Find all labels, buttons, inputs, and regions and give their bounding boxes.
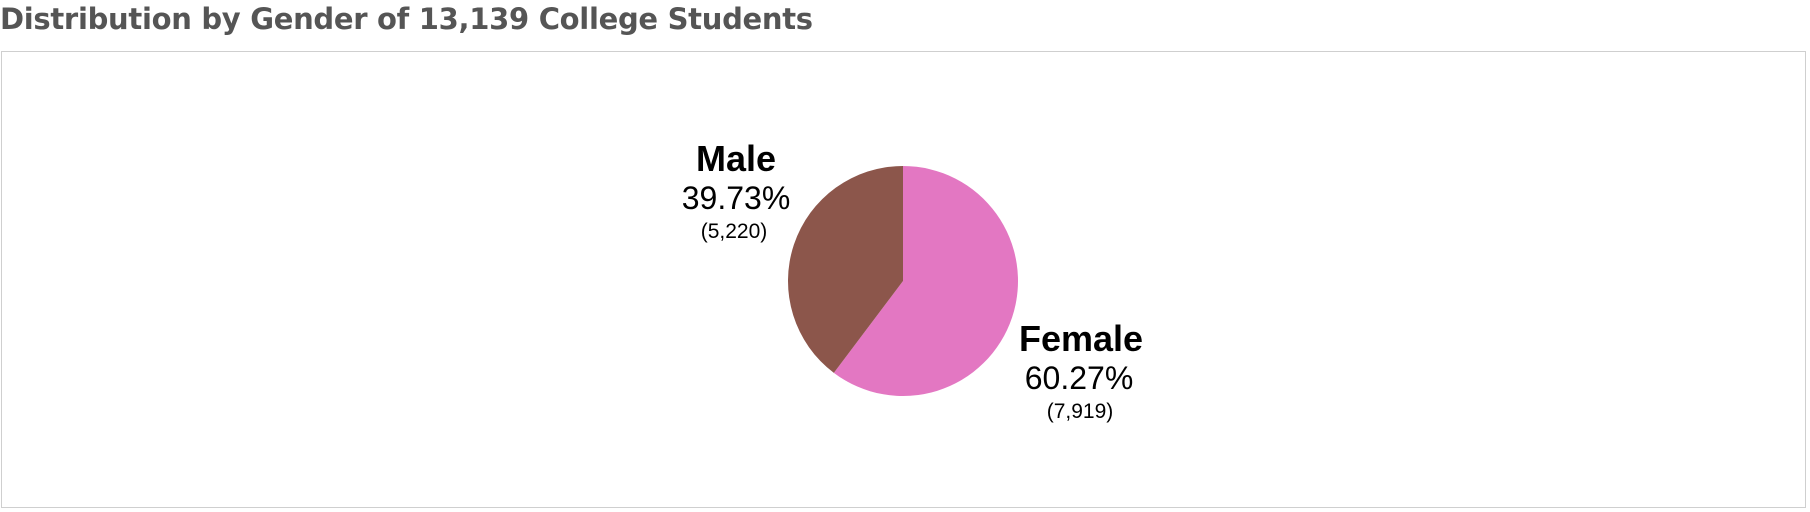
slice-label-male-count: (5,220) xyxy=(701,220,768,243)
slice-label-female-count: (7,919) xyxy=(1047,400,1114,423)
slice-labels: Male 39.73% (5,220) Female 60.27% (7,919… xyxy=(682,138,1143,423)
slice-label-male-name: Male xyxy=(696,138,776,179)
slice-label-female-name: Female xyxy=(1019,318,1143,359)
pie-slices xyxy=(788,165,1018,397)
pie-slice-female xyxy=(833,165,1018,397)
page-title: Distribution by Gender of 13,139 College… xyxy=(0,2,813,36)
slice-label-male-percent: 39.73% xyxy=(682,180,791,216)
slice-label-female-percent: 60.27% xyxy=(1025,360,1134,396)
pie-slice-male xyxy=(788,166,903,373)
